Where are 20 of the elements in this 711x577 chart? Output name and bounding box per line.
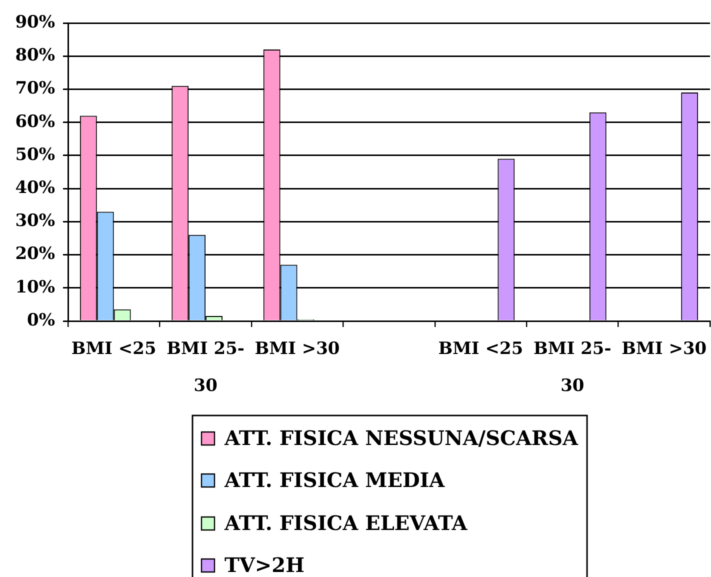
y-tick-label: 0%: [27, 310, 55, 330]
legend-label: ATT. FISICA ELEVATA: [224, 511, 468, 536]
x-tick-label: BMI >30: [254, 338, 340, 359]
legend-label: TV>2H: [224, 553, 304, 577]
y-tick-label: 80%: [15, 46, 55, 66]
x-tick-label: BMI 25-30: [534, 338, 612, 396]
x-tick-label: BMI >30: [622, 338, 707, 359]
y-tick-label: 30%: [15, 211, 55, 232]
x-tick-label: BMI <25: [71, 338, 156, 359]
legend-label: ATT. FISICA NESSUNA/SCARSA: [224, 426, 579, 450]
y-tick-label: 20%: [15, 244, 55, 264]
y-tick-label: 40%: [15, 178, 55, 198]
y-tick-label: 90%: [15, 12, 55, 32]
x-tick-label: BMI <25: [438, 338, 524, 359]
y-tick-label: 50%: [15, 144, 55, 165]
y-tick-label: 60%: [15, 112, 55, 132]
x-tick-label: BMI 25-30: [166, 338, 244, 396]
y-tick-label: 10%: [15, 277, 55, 298]
legend-label: ATT. FISICA MEDIA: [224, 468, 446, 492]
y-tick-label: 70%: [15, 78, 55, 99]
